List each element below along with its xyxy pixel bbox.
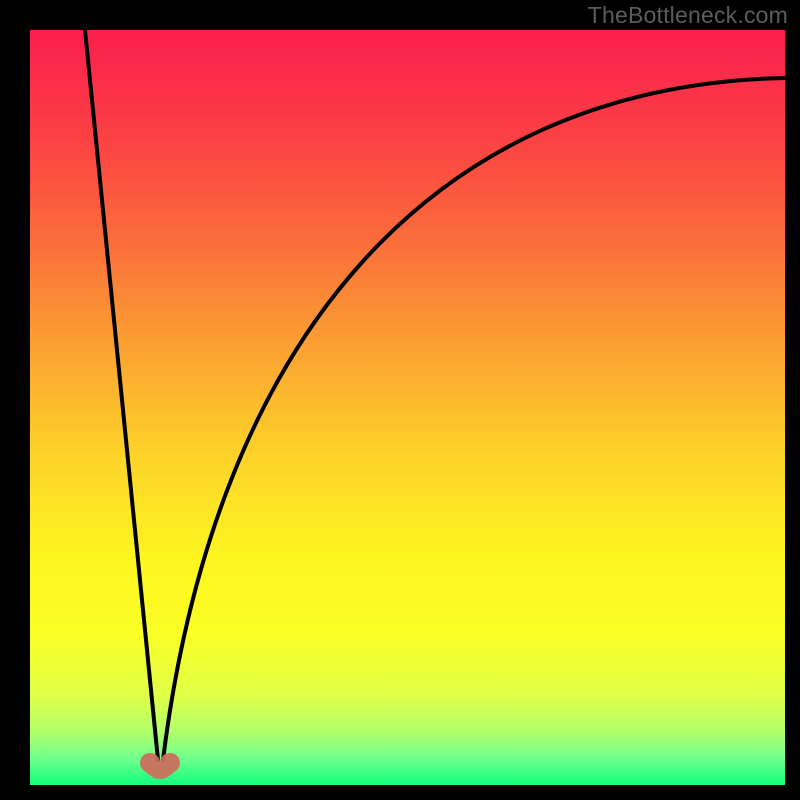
plot-area [30,30,785,785]
chart-container: TheBottleneck.com [0,0,800,800]
bottleneck-chart [0,0,800,800]
